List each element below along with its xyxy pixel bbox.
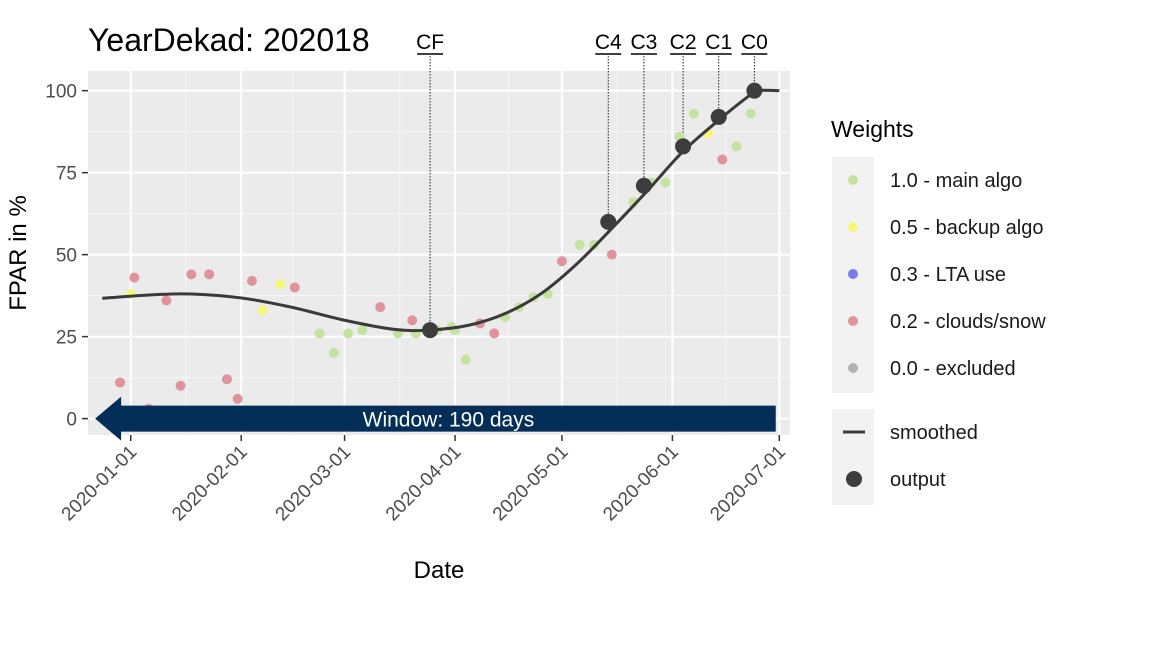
y-tick-label: 25 <box>56 328 77 349</box>
legend-weight-swatch <box>848 222 858 232</box>
legend-output-label: output <box>890 469 946 491</box>
point-clouds-snow <box>246 275 257 286</box>
legend: Weights 1.0 - main algo 0.5 - backup algo… <box>831 116 1046 505</box>
legend-title: Weights <box>831 116 914 142</box>
point-clouds-snow <box>221 374 232 385</box>
point-clouds-snow <box>717 154 728 165</box>
point-main-algo <box>688 108 699 119</box>
output-labels: CF C4 C3 C2 C1 C0 <box>416 31 768 55</box>
legend-output-key-bg <box>832 409 874 505</box>
legend-output-swatch <box>846 471 862 487</box>
x-tick-label: 2020-05-01 <box>489 442 573 526</box>
output-points <box>422 82 763 339</box>
x-tick-label: 2020-07-01 <box>706 442 790 526</box>
point-clouds-snow <box>232 393 243 404</box>
window-arrow: Window: 190 days <box>95 396 776 441</box>
window-label: Window: 190 days <box>363 409 535 432</box>
y-axis: 0 25 50 75 100 <box>45 82 88 431</box>
output-point <box>675 138 692 155</box>
output-point <box>600 213 617 230</box>
point-main-algo <box>574 239 585 250</box>
point-clouds-snow <box>161 295 172 306</box>
legend-weight-swatch <box>848 175 858 185</box>
point-main-algo <box>731 141 742 152</box>
point-backup-algo <box>257 305 268 316</box>
output-point <box>710 108 727 125</box>
point-clouds-snow <box>606 249 617 260</box>
x-tick-label: 2020-03-01 <box>272 442 356 526</box>
point-clouds-snow <box>556 256 567 267</box>
point-clouds-snow <box>115 377 126 388</box>
point-main-algo <box>343 328 354 339</box>
x-tick-label: 2020-04-01 <box>382 442 466 526</box>
point-main-algo <box>745 108 756 119</box>
point-clouds-snow <box>375 302 386 313</box>
y-axis-title: FPAR in % <box>5 195 32 311</box>
x-tick-label: 2020-01-01 <box>58 442 142 526</box>
x-axis-title: Date <box>414 557 465 584</box>
legend-weight-swatch <box>848 316 858 326</box>
output-label: C0 <box>741 31 768 54</box>
output-label: C1 <box>705 31 732 54</box>
plot-panel <box>88 71 790 435</box>
x-tick-label: 2020-06-01 <box>599 442 683 526</box>
point-clouds-snow <box>175 380 186 391</box>
legend-weight-swatch <box>848 363 858 373</box>
output-label: C3 <box>630 31 657 54</box>
y-tick-label: 75 <box>56 164 77 185</box>
point-backup-algo <box>275 279 286 290</box>
legend-weight-label: 0.3 - LTA use <box>890 264 1006 286</box>
legend-weight-swatch <box>848 269 858 279</box>
legend-weight-label: 0.2 - clouds/snow <box>890 311 1046 333</box>
y-tick-label: 50 <box>56 246 77 267</box>
point-main-algo <box>314 328 325 339</box>
point-main-algo <box>357 325 368 336</box>
output-point <box>746 82 763 99</box>
x-tick-label: 2020-02-01 <box>168 442 252 526</box>
legend-weight-label: 0.0 - excluded <box>890 358 1016 380</box>
legend-weight-label: 1.0 - main algo <box>890 170 1022 192</box>
output-label: CF <box>416 31 444 54</box>
output-point <box>635 177 652 194</box>
y-tick-label: 0 <box>66 410 77 431</box>
point-clouds-snow <box>129 272 140 283</box>
point-clouds-snow <box>489 328 500 339</box>
point-main-algo <box>660 177 671 188</box>
output-point <box>422 322 439 339</box>
output-marker-lines <box>429 56 755 331</box>
x-axis: 2020-01-01 2020-02-01 2020-03-01 2020-04-01… <box>58 435 790 525</box>
window-arrow-shape <box>95 396 776 441</box>
point-clouds-snow <box>407 315 418 326</box>
chart-title: YearDekad: 202018 <box>88 22 370 58</box>
point-main-algo <box>328 348 339 359</box>
point-main-algo <box>460 354 471 365</box>
legend-weights: 1.0 - main algo 0.5 - backup algo 0.3 - LT… <box>848 170 1046 380</box>
output-label: C2 <box>670 31 697 54</box>
output-label: C4 <box>595 31 622 54</box>
point-clouds-snow <box>289 282 300 293</box>
point-clouds-snow <box>186 269 197 280</box>
legend-smoothed-label: smoothed <box>890 422 978 444</box>
y-tick-label: 100 <box>45 82 77 103</box>
point-clouds-snow <box>204 269 215 280</box>
legend-weight-label: 0.5 - backup algo <box>890 217 1043 239</box>
